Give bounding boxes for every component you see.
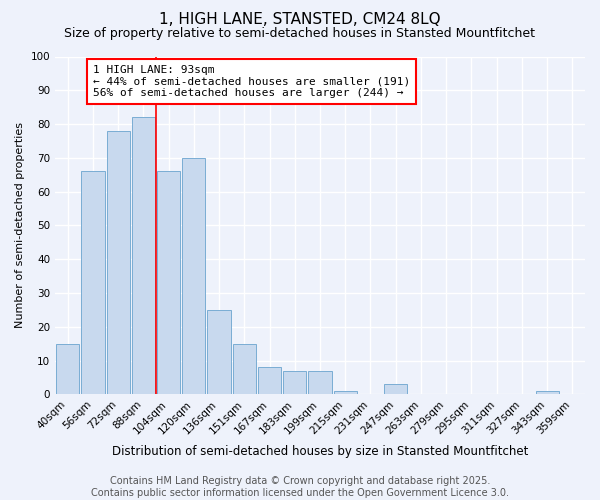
Bar (258, 368, 281, 394)
Bar (208, 310, 230, 394)
Bar (233, 344, 256, 395)
Bar (334, 391, 357, 394)
Bar (157, 172, 180, 394)
Y-axis label: Number of semi-detached properties: Number of semi-detached properties (15, 122, 25, 328)
Text: 1 HIGH LANE: 93sqm
← 44% of semi-detached houses are smaller (191)
56% of semi-d: 1 HIGH LANE: 93sqm ← 44% of semi-detache… (93, 65, 410, 98)
Bar (132, 118, 155, 394)
X-axis label: Distribution of semi-detached houses by size in Stansted Mountfitchet: Distribution of semi-detached houses by … (112, 444, 528, 458)
Bar (536, 391, 559, 394)
Bar (283, 371, 307, 394)
Bar (81, 172, 104, 394)
Bar (56, 344, 79, 395)
Bar (182, 158, 205, 394)
Text: Size of property relative to semi-detached houses in Stansted Mountfitchet: Size of property relative to semi-detach… (65, 28, 536, 40)
Text: Contains HM Land Registry data © Crown copyright and database right 2025.
Contai: Contains HM Land Registry data © Crown c… (91, 476, 509, 498)
Text: 1, HIGH LANE, STANSTED, CM24 8LQ: 1, HIGH LANE, STANSTED, CM24 8LQ (159, 12, 441, 28)
Bar (107, 131, 130, 394)
Bar (384, 384, 407, 394)
Bar (308, 371, 332, 394)
